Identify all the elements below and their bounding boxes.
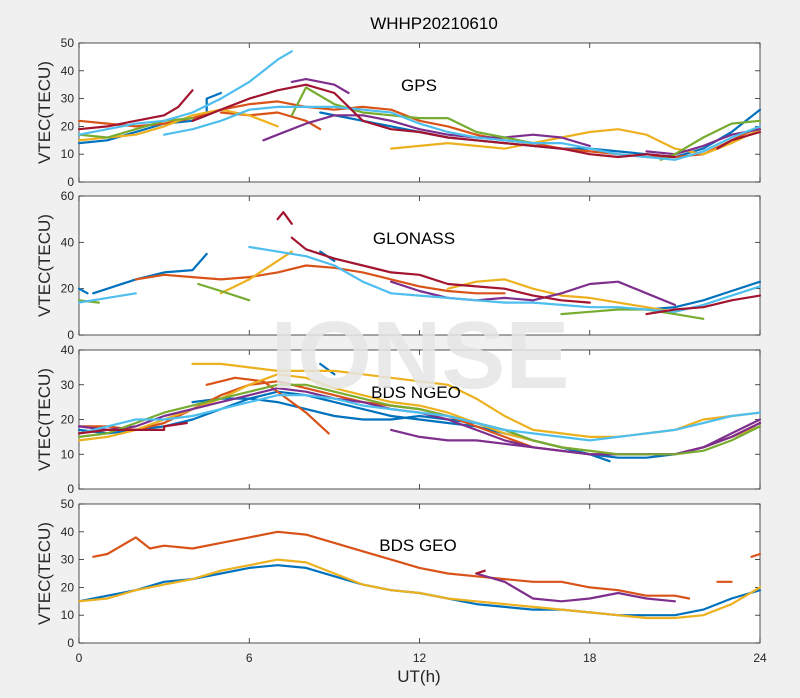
series-line xyxy=(276,211,293,225)
y-tick-label: 30 xyxy=(61,553,75,567)
panel-title: BDS GEO xyxy=(379,536,456,555)
series-line xyxy=(475,569,486,575)
series-line xyxy=(77,91,222,145)
series-line xyxy=(77,117,194,139)
plot-area xyxy=(78,42,761,183)
series-line xyxy=(290,78,350,95)
series-line xyxy=(475,572,676,603)
panels: 01020304050GPSVTEC(TECU)0204060GLONASSVT… xyxy=(35,36,767,665)
series-line xyxy=(248,245,762,313)
panel-title: GLONASS xyxy=(373,229,455,248)
y-tick-label: 20 xyxy=(61,413,75,427)
series-line xyxy=(134,264,506,295)
y-axis-label: VTEC(TECU) xyxy=(35,368,54,471)
y-tick-label: 0 xyxy=(67,175,74,189)
series-line xyxy=(319,362,336,376)
y-tick-label: 50 xyxy=(61,497,75,511)
y-axis-label: VTEC(TECU) xyxy=(35,61,54,164)
series-line xyxy=(197,282,251,302)
panel-title: GPS xyxy=(401,76,437,95)
series-line xyxy=(290,86,535,145)
series-line xyxy=(92,252,208,295)
panel-4: 0 10 20 30 40 50 0 6 12 18 24 BDS GEO VTEC(TECU) xyxy=(35,497,767,665)
series-line xyxy=(77,287,89,295)
series-line xyxy=(77,108,279,142)
y-tick-label: 40 xyxy=(61,235,75,249)
x-axis-label: UT(h) xyxy=(397,667,440,686)
y-tick-label: 40 xyxy=(61,64,75,78)
series-line xyxy=(77,390,762,459)
series-line xyxy=(77,89,194,131)
y-tick-label: 50 xyxy=(61,36,75,50)
y-tick-label: 20 xyxy=(61,119,75,133)
series-line xyxy=(163,105,762,161)
series-line xyxy=(390,280,676,306)
y-tick-label: 10 xyxy=(61,608,75,622)
series-line xyxy=(716,130,762,150)
panel-2: 0 20 40 60 GLONASS VTEC(TECU) xyxy=(35,189,762,342)
plot-area xyxy=(78,503,761,644)
series-line xyxy=(92,530,691,600)
panel-3: 0 10 20 30 40 BDS NGEO VTEC(TECU) xyxy=(35,343,762,496)
plot-area xyxy=(78,195,761,336)
series-line xyxy=(77,421,188,435)
y-tick-label: 40 xyxy=(61,343,75,357)
y-tick-label: 60 xyxy=(61,189,75,203)
series-line xyxy=(77,383,762,456)
series-line xyxy=(645,294,762,316)
series-line xyxy=(219,250,293,295)
series-line xyxy=(77,558,762,620)
x-tick-label: 18 xyxy=(583,651,597,665)
y-tick-label: 0 xyxy=(67,636,74,650)
figure-title: WHHP20210610 xyxy=(370,14,498,33)
y-tick-label: 20 xyxy=(61,282,75,296)
y-tick-label: 20 xyxy=(61,580,75,594)
y-tick-label: 30 xyxy=(61,92,75,106)
series-line xyxy=(446,278,676,313)
y-tick-label: 30 xyxy=(61,378,75,392)
series-line xyxy=(645,280,762,311)
x-tick-label: 24 xyxy=(753,651,767,665)
watermark: IONSE xyxy=(271,302,570,409)
series-line xyxy=(262,114,591,147)
series-line xyxy=(77,394,762,442)
panel-title: BDS NGEO xyxy=(371,383,461,402)
y-tick-label: 40 xyxy=(61,525,75,539)
series-line xyxy=(560,308,705,320)
y-axis-label: VTEC(TECU) xyxy=(35,214,54,317)
series-line xyxy=(290,236,591,304)
y-axis-label: VTEC(TECU) xyxy=(35,522,54,625)
panel-1: 0 10 20 30 40 50 GPS VTEC(TECU) xyxy=(35,36,762,189)
x-tick-label: 12 xyxy=(413,651,427,665)
series-line xyxy=(191,83,676,159)
series-line xyxy=(77,292,137,304)
x-tick-label: 0 xyxy=(76,651,83,665)
x-tick-label: 6 xyxy=(246,651,253,665)
y-tick-label: 10 xyxy=(61,447,75,461)
series-line xyxy=(390,421,762,456)
series-line xyxy=(77,50,293,136)
series-line xyxy=(750,552,762,558)
y-tick-label: 0 xyxy=(67,328,74,342)
y-tick-label: 10 xyxy=(61,147,75,161)
y-tick-label: 0 xyxy=(67,482,74,496)
